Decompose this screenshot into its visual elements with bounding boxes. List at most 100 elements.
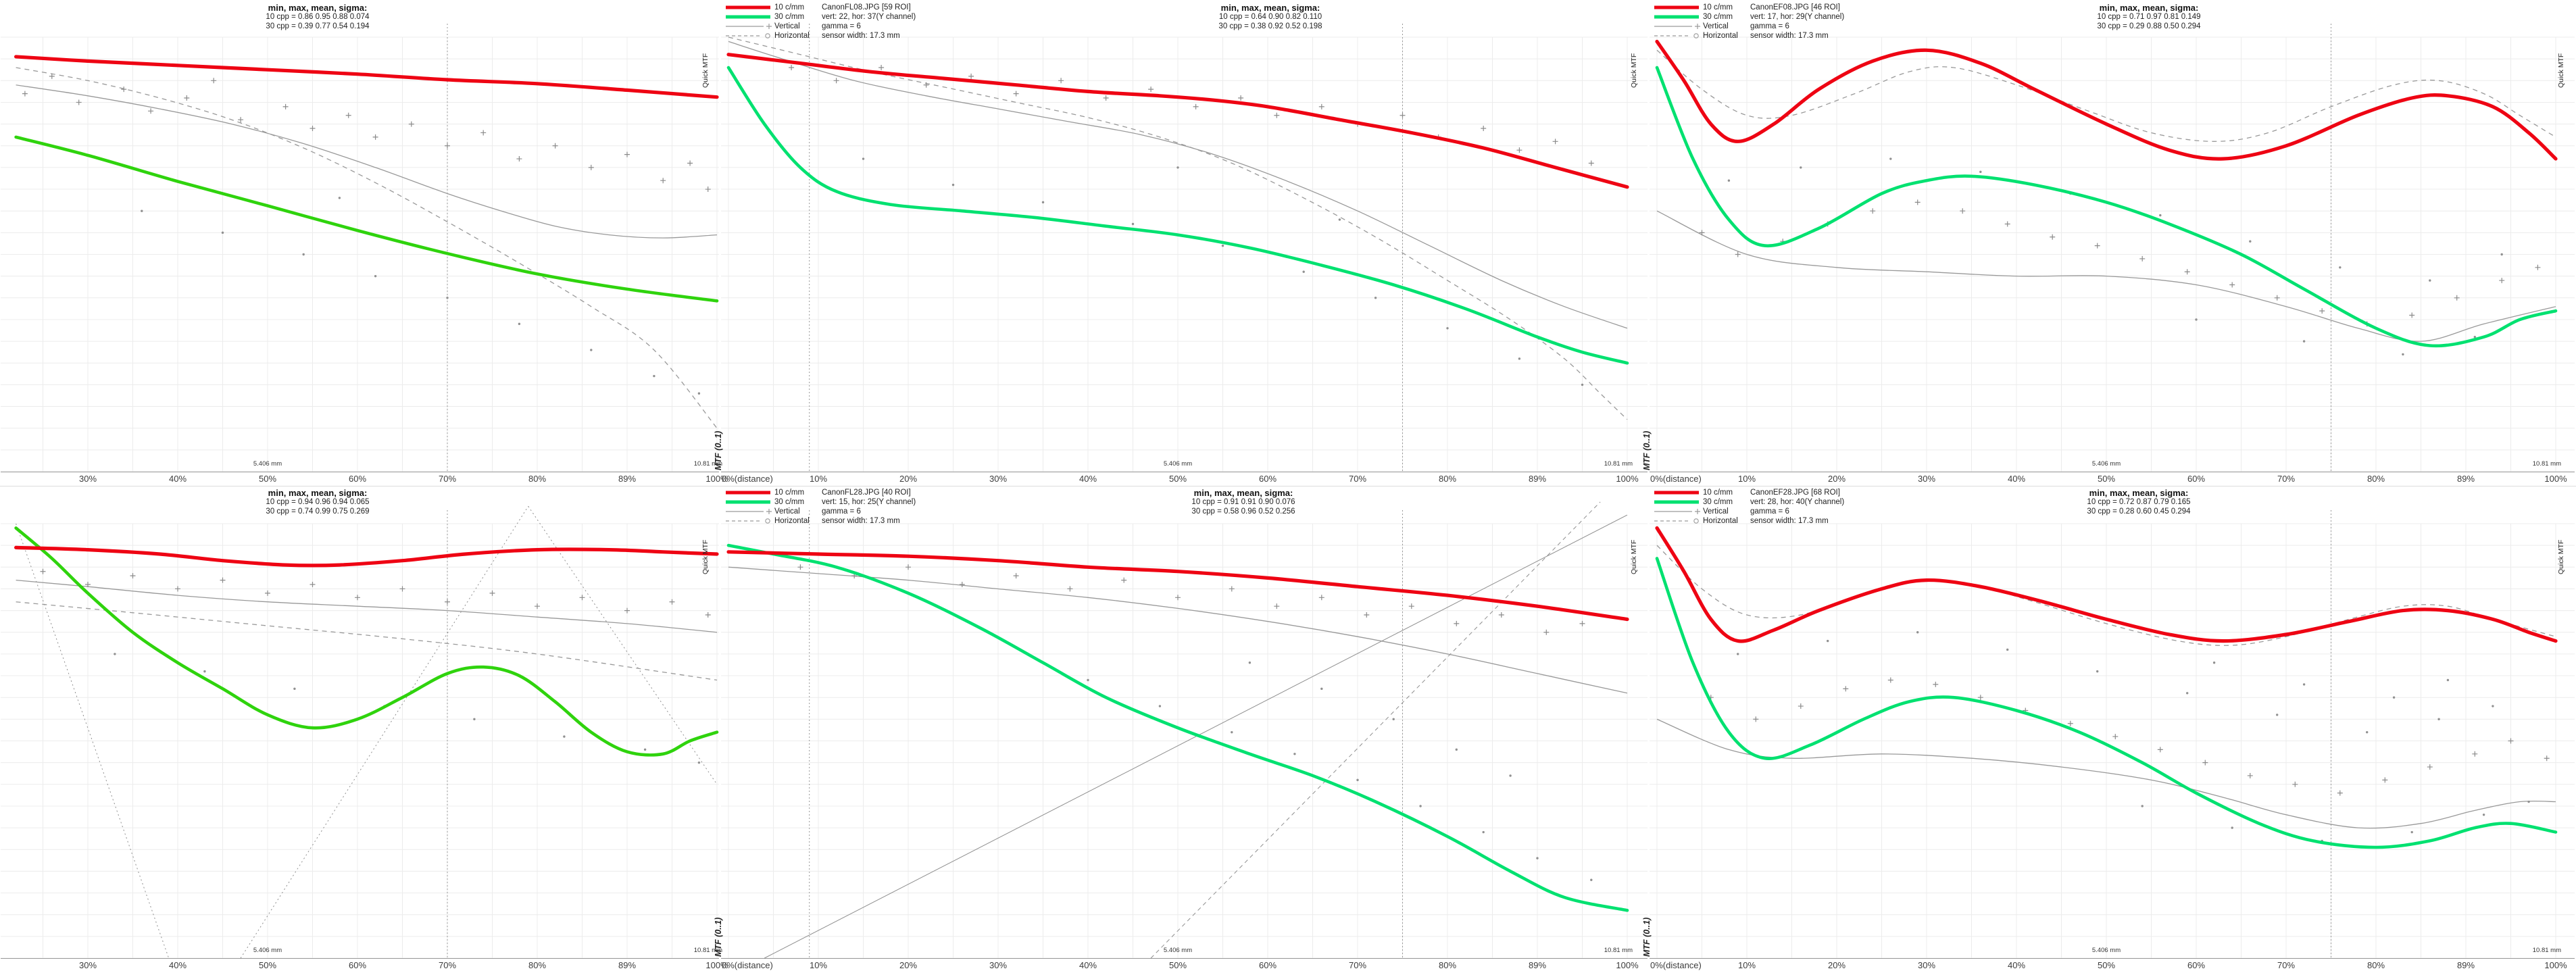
x-tick-label: 30% xyxy=(1917,960,1936,970)
legend-item-label: 30 c/mm xyxy=(774,498,805,506)
x-tick-label: 80% xyxy=(528,960,547,970)
dot-marker xyxy=(2527,800,2530,803)
mm-mid-label: 5.406 mm xyxy=(2091,460,2121,468)
dot-marker xyxy=(221,231,224,234)
plus-marker xyxy=(148,108,154,114)
plus-marker xyxy=(1516,147,1522,153)
series-10cmm xyxy=(14,545,719,568)
plus-marker xyxy=(624,151,630,157)
x-tick-label: 20% xyxy=(899,474,918,484)
plus-marker xyxy=(1400,112,1406,118)
chart-stats-line: 10 cpp = 0.94 0.96 0.94 0.065 xyxy=(266,498,370,506)
plus-marker xyxy=(445,143,450,149)
x-tick-label: 70% xyxy=(1348,474,1367,484)
dot-marker xyxy=(2302,683,2306,686)
plus-marker xyxy=(535,603,540,609)
legend-swatch-vertical xyxy=(1654,24,1700,29)
dot-marker xyxy=(1158,705,1162,707)
dot-marker xyxy=(2006,648,2009,651)
plus-marker xyxy=(1058,78,1064,84)
series-10cmm xyxy=(14,55,719,99)
plus-marker xyxy=(1735,251,1741,257)
series-10cmm xyxy=(1655,526,2558,643)
x-tick-label: 0%(distance) xyxy=(722,474,773,484)
legend-info-line: vert: 22, hor: 37(Y channel) xyxy=(822,13,916,21)
x-tick-label: 30% xyxy=(78,474,97,484)
series-10cmm xyxy=(726,53,1629,189)
x-tick-label: 30% xyxy=(78,960,97,970)
dot-marker xyxy=(1320,687,1323,691)
dot-marker xyxy=(2212,662,2216,664)
mm-mid-label: 5.406 mm xyxy=(1163,947,1193,954)
x-tick-label: 10% xyxy=(1737,960,1756,970)
legend-info-line: sensor width: 17.3 mm xyxy=(822,32,900,40)
legend-info-line: CanonEF28.JPG [68 ROI] xyxy=(1750,489,1840,497)
dot-marker xyxy=(446,297,449,299)
plus-marker xyxy=(579,595,585,601)
plus-marker xyxy=(705,612,711,618)
x-tick-label: 30% xyxy=(1917,474,1936,484)
legend-info-line: gamma = 6 xyxy=(822,507,861,516)
dot-marker xyxy=(1581,383,1584,386)
series-30cmm xyxy=(1655,557,2558,849)
plus-marker xyxy=(1887,677,1893,683)
plus-marker xyxy=(878,65,885,71)
x-tick-label: 89% xyxy=(2456,474,2475,484)
x-tick-label: 80% xyxy=(2367,960,2385,970)
plus-marker xyxy=(2247,772,2253,778)
horizontal-curve xyxy=(16,601,718,681)
plus-marker xyxy=(1798,703,1804,709)
x-tick-label: 10% xyxy=(809,960,828,970)
plus-marker xyxy=(2427,764,2433,770)
dot-marker xyxy=(2141,805,2144,807)
plus-marker xyxy=(1498,612,1504,618)
plus-marker xyxy=(923,82,929,88)
legend-item-label: 10 c/mm xyxy=(774,489,805,497)
chart-stats-line: 30 cpp = 0.38 0.92 0.52 0.198 xyxy=(1218,22,1322,30)
plus-marker xyxy=(1699,230,1705,236)
chart-stats-title: min, max, mean, sigma: xyxy=(268,488,368,498)
plus-marker xyxy=(211,78,217,84)
vertical-curve xyxy=(16,84,718,239)
plus-marker xyxy=(1229,586,1235,592)
dot-marker xyxy=(590,349,593,351)
dot-marker xyxy=(2366,730,2369,734)
plus-marker xyxy=(85,582,91,588)
plus-marker xyxy=(1103,95,1109,101)
x-tick-label: 70% xyxy=(438,474,457,484)
dot-marker xyxy=(2410,830,2413,834)
dot-marker xyxy=(2473,335,2476,339)
legend-item-label: 10 c/mm xyxy=(774,3,805,11)
plus-marker xyxy=(2229,282,2235,288)
quick-mtf-watermark: Quick MTF xyxy=(701,539,710,574)
plus-marker xyxy=(408,121,414,127)
vertical-curve xyxy=(1656,718,2556,829)
dot-marker xyxy=(2159,214,2162,217)
y-axis-label: MTF (0..1) xyxy=(1642,917,1652,957)
dot-marker xyxy=(951,183,955,186)
mm-end-label: 10.81 mm xyxy=(693,947,722,954)
x-tick-label: 40% xyxy=(2007,960,2026,970)
plus-marker xyxy=(220,577,226,583)
plus-marker xyxy=(282,103,289,109)
plus-marker xyxy=(489,590,495,596)
legend-swatch-horizontal xyxy=(1654,518,1699,524)
dot-marker xyxy=(1737,653,1739,655)
mm-mid-label: 5.406 mm xyxy=(253,947,282,954)
mtf-plot-panel-1 xyxy=(1,24,719,472)
quick-mtf-watermark: Quick MTF xyxy=(1630,539,1638,574)
series-30cmm xyxy=(726,66,1629,365)
dot-marker xyxy=(1827,639,1829,643)
dot-marker xyxy=(1231,730,1233,734)
plus-marker xyxy=(345,112,351,118)
dot-marker xyxy=(653,374,655,378)
x-tick-label: 89% xyxy=(1528,960,1547,970)
x-tick-label: 50% xyxy=(2097,960,2116,970)
dot-marker xyxy=(1916,631,1919,634)
plus-marker xyxy=(1977,695,1983,701)
x-tick-label: 70% xyxy=(438,960,457,970)
plus-marker xyxy=(1121,577,1127,583)
dot-marker xyxy=(1176,166,1179,169)
plus-marker xyxy=(2382,777,2388,783)
dot-marker xyxy=(293,687,296,691)
